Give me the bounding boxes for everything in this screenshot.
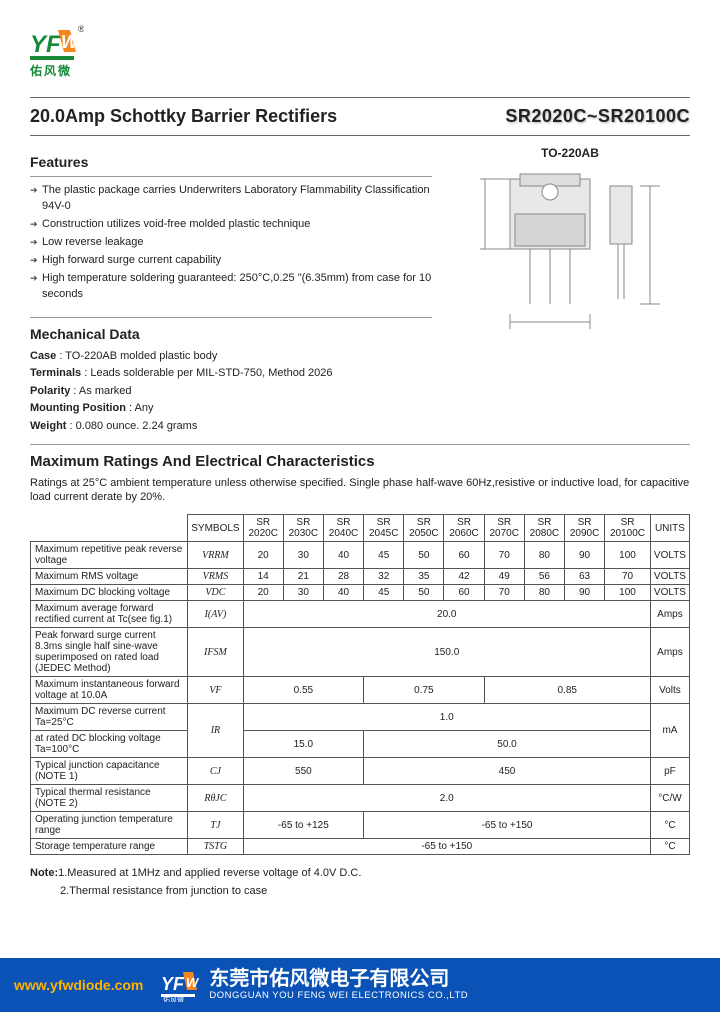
- table-row: at rated DC blocking voltage Ta=100°C15.…: [31, 731, 690, 758]
- table-row: Peak forward surge current 8.3ms single …: [31, 628, 690, 677]
- features-list: The plastic package carries Underwriters…: [30, 183, 432, 303]
- table-row: Maximum average forward rectified curren…: [31, 601, 690, 628]
- feature-item: Construction utilizes void-free molded p…: [30, 217, 432, 233]
- footer-url: www.yfwdiode.com: [14, 977, 143, 993]
- footer-company-cn: 东莞市佑风微电子有限公司: [209, 969, 468, 990]
- table-row: Maximum DC reverse current Ta=25°CIR1.0m…: [31, 704, 690, 731]
- table-row: Typical junction capacitance (NOTE 1)CJ5…: [31, 758, 690, 785]
- logo-icon: Y F W ®: [30, 24, 84, 64]
- page-footer: www.yfwdiode.com YF W 佑风微 东莞市佑风微电子有限公司 D…: [0, 958, 720, 1012]
- table-row: Typical thermal resistance (NOTE 2)RθJC2…: [31, 785, 690, 812]
- feature-item: Low reverse leakage: [30, 235, 432, 251]
- table-row: Operating junction temperature rangeTJ-6…: [31, 812, 690, 839]
- feature-item: The plastic package carries Underwriters…: [30, 183, 432, 215]
- package-diagram-icon: [450, 164, 690, 354]
- logo-subtext: 佑风微: [30, 62, 690, 79]
- mechanical-heading: Mechanical Data: [30, 326, 432, 342]
- svg-text:®: ®: [78, 24, 84, 34]
- part-number-range: SR2020C~SR20100C: [505, 106, 690, 127]
- table-row: Maximum RMS voltageVRMS14212832354249566…: [31, 569, 690, 585]
- svg-text:W: W: [186, 975, 200, 990]
- table-row: Maximum repetitive peak reverse voltageV…: [31, 542, 690, 569]
- header: Y F W ® 佑风微: [0, 0, 720, 83]
- title-bar: 20.0Amp Schottky Barrier Rectifiers SR20…: [30, 97, 690, 136]
- svg-text:YF: YF: [161, 974, 185, 994]
- ratings-heading: Maximum Ratings And Electrical Character…: [30, 453, 690, 470]
- footer-company-en: DONGGUAN YOU FENG WEI ELECTRONICS CO.,LT…: [209, 990, 468, 1001]
- ratings-note: Ratings at 25°C ambient temperature unle…: [30, 476, 690, 505]
- features-heading: Features: [30, 154, 432, 170]
- svg-text:W: W: [61, 32, 80, 52]
- svg-text:佑风微: 佑风微: [163, 995, 184, 1002]
- footnotes: Note:1.Measured at 1MHz and applied reve…: [30, 865, 690, 900]
- table-row: Maximum DC blocking voltageVDC2030404550…: [31, 585, 690, 601]
- package-figure: TO-220AB: [450, 146, 690, 346]
- mechanical-data: Case : TO-220AB molded plastic body Term…: [30, 348, 432, 436]
- table-row: Maximum instantaneous forward voltage at…: [31, 677, 690, 704]
- feature-item: High temperature soldering guaranteed: 2…: [30, 271, 432, 303]
- feature-item: High forward surge current capability: [30, 253, 432, 269]
- footer-logo-icon: YF W 佑风微: [161, 968, 201, 1002]
- table-row: Storage temperature rangeTSTG-65 to +150…: [31, 839, 690, 855]
- company-logo: Y F W ®: [30, 24, 690, 64]
- page-title: 20.0Amp Schottky Barrier Rectifiers: [30, 106, 337, 127]
- ratings-table: SYMBOLS SR 2020CSR 2030CSR 2040CSR 2045C…: [30, 514, 690, 855]
- package-label: TO-220AB: [450, 146, 690, 160]
